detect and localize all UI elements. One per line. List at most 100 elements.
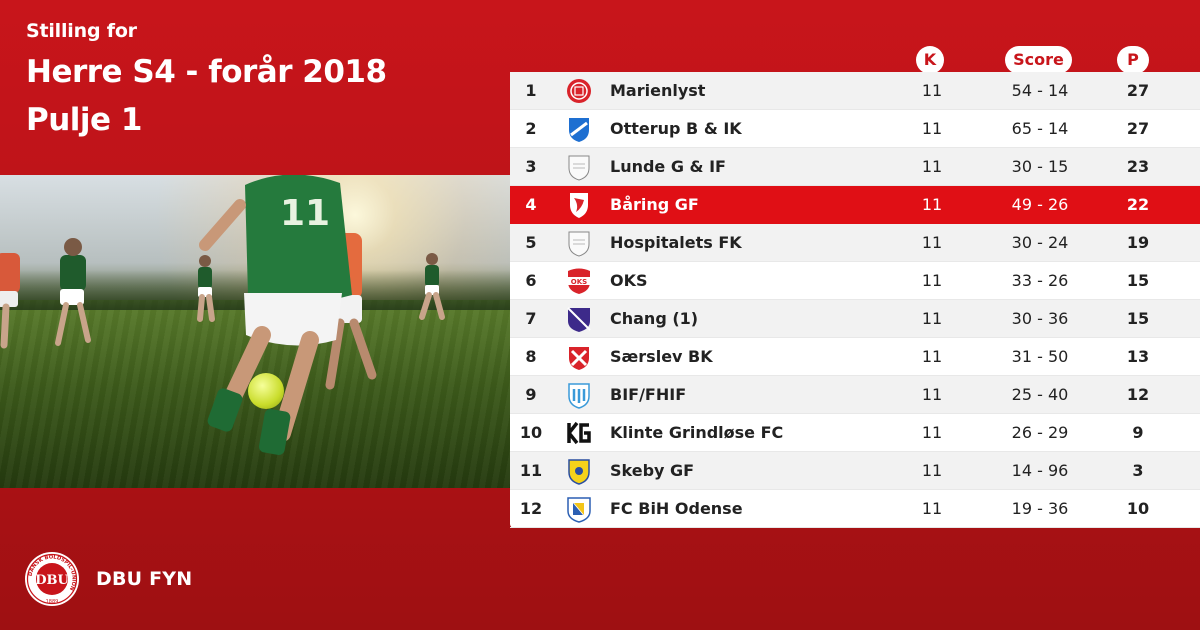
points-cell: 13 xyxy=(1126,347,1150,366)
score-cell: 14 - 96 xyxy=(1011,461,1069,480)
table-row: 5 Hospitalets FK 11 30 - 24 19 xyxy=(510,224,1200,262)
matches-cell: 11 xyxy=(921,385,943,404)
football-ball xyxy=(248,373,284,409)
table-row: 8 Særslev BK 11 31 - 50 13 xyxy=(510,338,1200,376)
score-cell: 30 - 36 xyxy=(1011,309,1069,328)
page-subtitle: Stilling for xyxy=(26,20,137,42)
pool-title: Pulje 1 xyxy=(26,102,142,138)
position-cell: 8 xyxy=(525,347,537,366)
table-row: 1 Marienlyst 11 54 - 14 27 xyxy=(510,72,1200,110)
table-row: 10 Klinte Grindløse FC 11 26 - 29 9 xyxy=(510,414,1200,452)
points-cell: 27 xyxy=(1126,81,1150,100)
position-cell: 11 xyxy=(519,461,543,480)
table-row: 7 Chang (1) 11 30 - 36 15 xyxy=(510,300,1200,338)
column-header-p: P xyxy=(1117,46,1149,74)
score-cell: 26 - 29 xyxy=(1011,423,1069,442)
score-cell: 25 - 40 xyxy=(1011,385,1069,404)
position-cell: 10 xyxy=(519,423,543,442)
generic-shield-icon xyxy=(565,229,593,257)
position-cell: 3 xyxy=(525,157,537,176)
score-cell: 19 - 36 xyxy=(1011,499,1069,518)
points-cell: 15 xyxy=(1126,271,1150,290)
score-cell: 54 - 14 xyxy=(1011,81,1069,100)
team-name-cell: Båring GF xyxy=(610,195,699,214)
matches-cell: 11 xyxy=(921,81,943,100)
saerslev-crest-icon xyxy=(565,343,593,371)
matches-cell: 11 xyxy=(921,461,943,480)
table-row: 9 BIF/FHIF 11 25 - 40 12 xyxy=(510,376,1200,414)
position-cell: 2 xyxy=(525,119,537,138)
players-illustration: 11 xyxy=(0,175,445,455)
team-name-cell: Skeby GF xyxy=(610,461,695,480)
generic-shield-icon xyxy=(565,153,593,181)
table-row: 4 Båring GF 11 49 - 26 22 xyxy=(510,186,1200,224)
team-name-cell: OKS xyxy=(610,271,648,290)
page-title: Herre S4 - forår 2018 xyxy=(26,54,387,90)
marienlyst-crest-icon xyxy=(565,77,593,105)
standings-table: 1 Marienlyst 11 54 - 14 27 2 Otterup B & IK 11 6… xyxy=(510,72,1200,528)
matches-cell: 11 xyxy=(921,195,943,214)
score-cell: 33 - 26 xyxy=(1011,271,1069,290)
oks-crest-icon: OKS xyxy=(565,267,593,295)
chang-crest-icon xyxy=(565,305,593,333)
points-cell: 9 xyxy=(1132,423,1144,442)
team-name-cell: FC BiH Odense xyxy=(610,499,743,518)
kg-crest-icon xyxy=(565,419,593,447)
position-cell: 4 xyxy=(525,195,537,214)
bif-crest-icon xyxy=(565,381,593,409)
position-cell: 6 xyxy=(525,271,537,290)
points-cell: 15 xyxy=(1126,309,1150,328)
score-cell: 30 - 15 xyxy=(1011,157,1069,176)
points-cell: 10 xyxy=(1126,499,1150,518)
svg-text:OKS: OKS xyxy=(571,278,587,286)
team-name-cell: BIF/FHIF xyxy=(610,385,687,404)
table-row: 3 Lunde G & IF 11 30 - 15 23 xyxy=(510,148,1200,186)
table-row: 2 Otterup B & IK 11 65 - 14 27 xyxy=(510,110,1200,148)
position-cell: 7 xyxy=(525,309,537,328)
matches-cell: 11 xyxy=(921,233,943,252)
column-header-k: K xyxy=(916,46,944,74)
matches-cell: 11 xyxy=(921,499,943,518)
score-cell: 31 - 50 xyxy=(1011,347,1069,366)
dbu-logo-icon: DBU DANSK BOLDSPIL-UNION 1889 xyxy=(25,552,79,606)
table-row: 12 FC BiH Odense 11 19 - 36 10 xyxy=(510,490,1200,528)
points-cell: 12 xyxy=(1126,385,1150,404)
position-cell: 5 xyxy=(525,233,537,252)
team-name-cell: Klinte Grindløse FC xyxy=(610,423,784,442)
footer: DBU DANSK BOLDSPIL-UNION 1889 DBU FYN xyxy=(24,551,192,607)
svg-text:DBU: DBU xyxy=(35,573,69,588)
points-cell: 22 xyxy=(1126,195,1150,214)
matches-cell: 11 xyxy=(921,157,943,176)
score-cell: 65 - 14 xyxy=(1011,119,1069,138)
baring-crest-icon xyxy=(565,191,593,219)
score-cell: 49 - 26 xyxy=(1011,195,1069,214)
header: Stilling for Herre S4 - forår 2018 Pulje… xyxy=(26,20,387,140)
skeby-crest-icon xyxy=(565,457,593,485)
score-cell: 30 - 24 xyxy=(1011,233,1069,252)
column-header-score: Score xyxy=(1005,46,1072,74)
team-name-cell: Lunde G & IF xyxy=(610,157,726,176)
bih-crest-icon xyxy=(565,495,593,523)
team-name-cell: Hospitalets FK xyxy=(610,233,742,252)
org-name: DBU FYN xyxy=(96,568,193,590)
points-cell: 19 xyxy=(1126,233,1150,252)
team-name-cell: Marienlyst xyxy=(610,81,706,100)
team-name-cell: Chang (1) xyxy=(610,309,699,328)
points-cell: 27 xyxy=(1126,119,1150,138)
position-cell: 12 xyxy=(519,499,543,518)
svg-text:11: 11 xyxy=(280,193,330,234)
otterup-crest-icon xyxy=(565,115,593,143)
table-row: 11 Skeby GF 11 14 - 96 3 xyxy=(510,452,1200,490)
points-cell: 23 xyxy=(1126,157,1150,176)
matches-cell: 11 xyxy=(921,271,943,290)
matches-cell: 11 xyxy=(921,347,943,366)
matches-cell: 11 xyxy=(921,119,943,138)
position-cell: 9 xyxy=(525,385,537,404)
matches-cell: 11 xyxy=(921,309,943,328)
matches-cell: 11 xyxy=(921,423,943,442)
points-cell: 3 xyxy=(1132,461,1144,480)
position-cell: 1 xyxy=(525,81,537,100)
team-name-cell: Otterup B & IK xyxy=(610,119,742,138)
football-photo: 11 xyxy=(0,175,510,488)
team-name-cell: Særslev BK xyxy=(610,347,713,366)
